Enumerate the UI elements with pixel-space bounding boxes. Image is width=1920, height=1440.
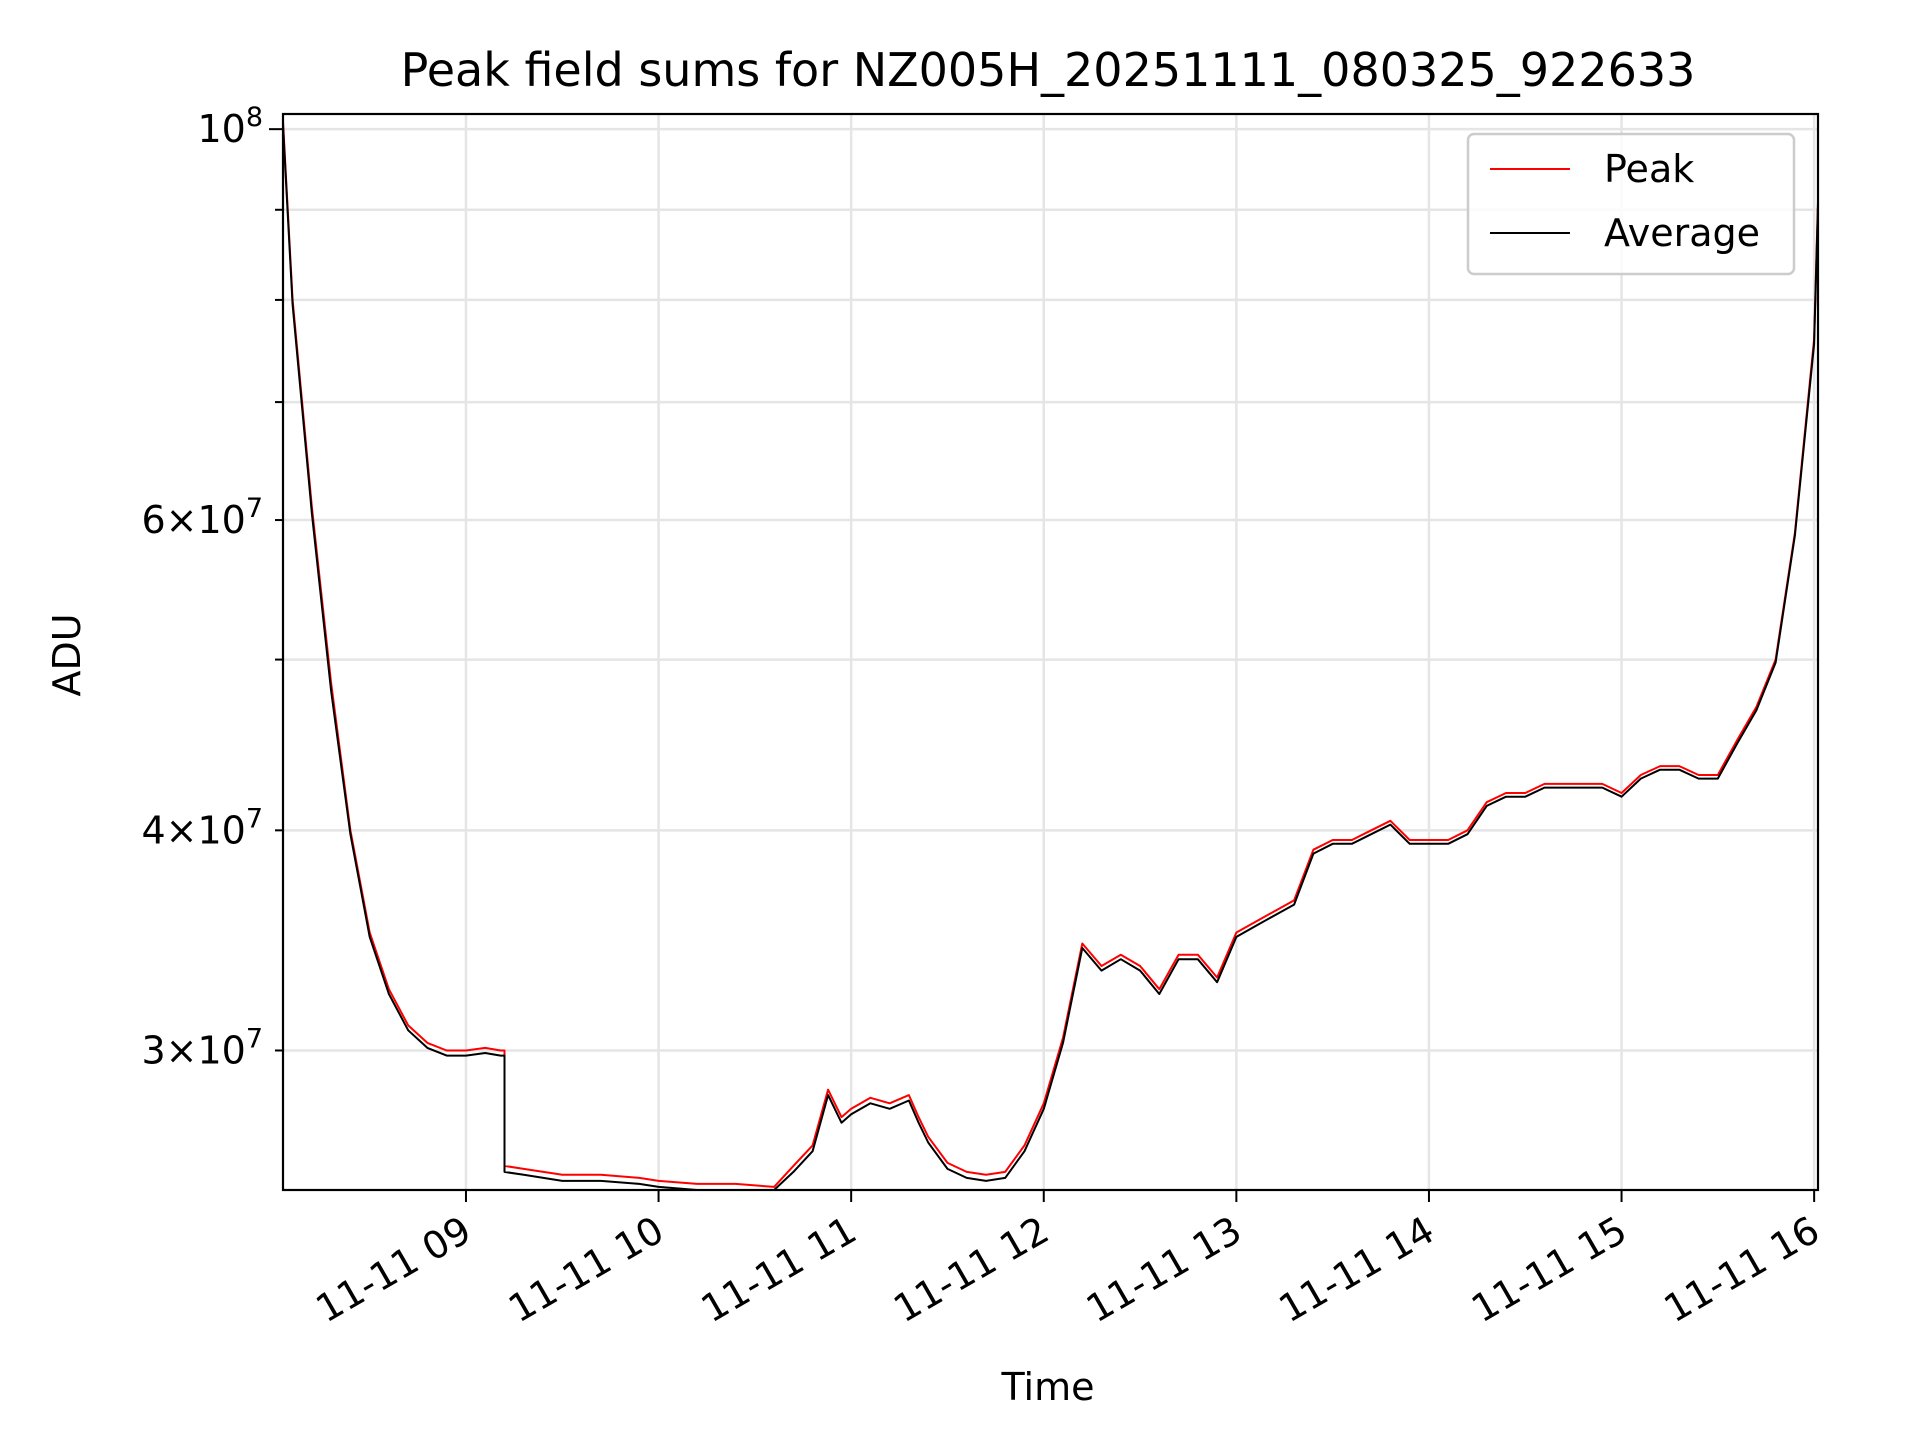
x-tick-label: 11-11 09 xyxy=(308,1208,478,1332)
series-line-average xyxy=(283,125,1818,1190)
y-axis-label: ADU xyxy=(45,613,89,696)
x-tick-label: 11-11 11 xyxy=(694,1208,864,1332)
legend-label-peak: Peak xyxy=(1604,147,1694,191)
legend-label-average: Average xyxy=(1604,211,1760,255)
y-tick-label-base: 6×10 xyxy=(141,498,245,542)
plot-area-frame xyxy=(281,112,1820,1192)
y-tick-label: 3×107 xyxy=(141,1023,263,1072)
x-tick-label: 11-11 16 xyxy=(1657,1208,1827,1332)
x-axis-label: Time xyxy=(1001,1365,1095,1409)
grid xyxy=(283,114,1818,1190)
x-tick-label: 11-11 13 xyxy=(1079,1208,1249,1332)
y-tick-label-base: 10 xyxy=(197,107,245,151)
chart-title: Peak field sums for NZ005H_20251111_0803… xyxy=(401,43,1696,97)
series-line-peak xyxy=(283,121,1818,1188)
y-tick-label-base: 4×10 xyxy=(141,808,245,852)
x-tick-label: 11-11 15 xyxy=(1464,1208,1634,1332)
series-layer xyxy=(283,121,1818,1190)
y-tick-label-exponent: 7 xyxy=(246,493,263,524)
x-tick-label: 11-11 14 xyxy=(1271,1208,1441,1332)
x-tick-label: 11-11 12 xyxy=(886,1208,1056,1332)
y-tick-label-exponent: 8 xyxy=(246,102,263,133)
y-tick-label-base: 3×10 xyxy=(141,1028,245,1072)
y-tick-label-exponent: 7 xyxy=(246,1023,263,1054)
y-tick-label: 4×107 xyxy=(141,803,263,852)
ticks: 11-11 09 11-11 10 11-11 11 11-11 12 11-11 13… xyxy=(141,102,1826,1331)
x-tick-label: 11-11 10 xyxy=(501,1208,671,1332)
y-tick-label-exponent: 7 xyxy=(246,803,263,834)
legend: Peak Average xyxy=(1466,132,1796,276)
y-tick-label: 108 xyxy=(197,102,263,151)
y-tick-label: 6×107 xyxy=(141,493,263,542)
